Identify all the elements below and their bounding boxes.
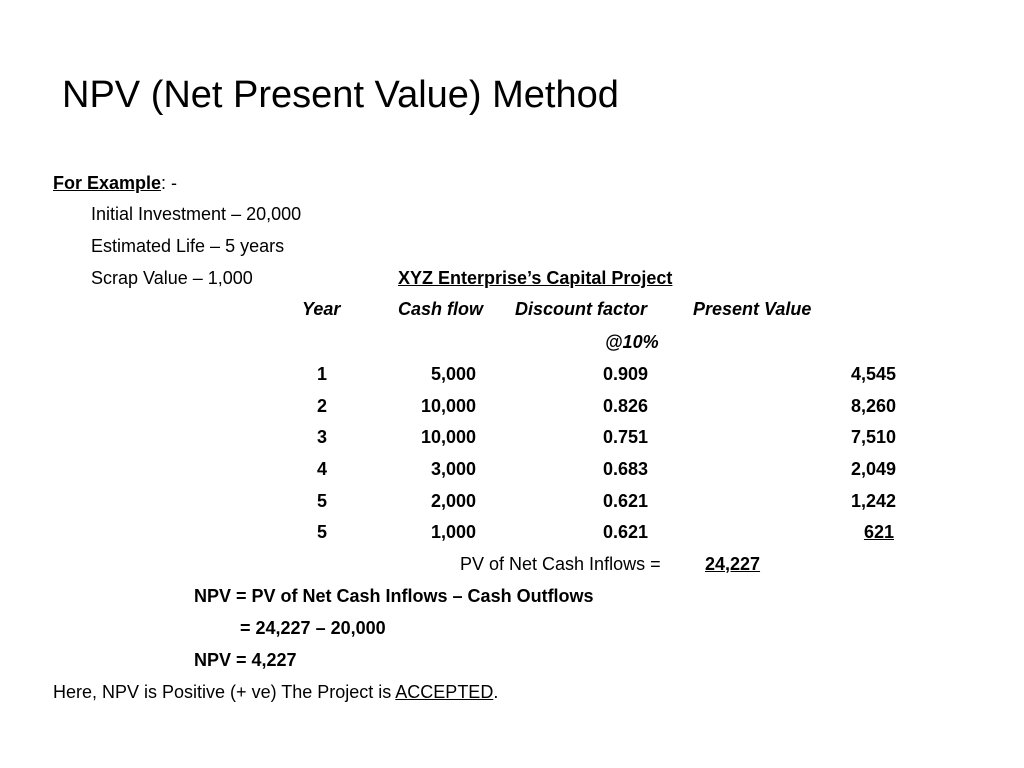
total-value: 24,227 [705,554,761,574]
cell-cash-flow: 10,000 [420,427,476,447]
cell-year: 2 [316,396,327,416]
cell-discount-factor: 0.909 [603,364,649,384]
conclusion-text: Here, NPV is Positive (+ ve) The Project… [53,682,396,702]
npv-calculation: = 24,227 – 20,000 [240,618,386,638]
total-label: PV of Net Cash Inflows = [460,554,661,574]
header-cash-flow: Cash flow [398,299,484,319]
conclusion-end: . [493,682,499,702]
estimated-life: Estimated Life – 5 years [91,236,285,256]
cell-cash-flow: 2,000 [430,491,476,511]
conclusion: Here, NPV is Positive (+ ve) The Project… [53,681,498,703]
header-discount-factor: Discount factor [515,299,648,319]
header-year: Year [302,299,341,319]
cell-present-value: 4,545 [850,364,896,384]
cell-present-value: 2,049 [850,459,896,479]
cell-discount-factor: 0.826 [603,396,649,416]
cell-present-value: 1,242 [850,491,896,511]
cell-cash-flow: 3,000 [430,459,476,479]
decision-text: ACCEPTED [395,682,494,702]
table-caption: XYZ Enterprise’s Capital Project [398,268,673,288]
cell-year: 4 [316,459,327,479]
cell-discount-factor: 0.621 [603,522,649,542]
cell-discount-factor: 0.751 [603,427,649,447]
cell-present-value: 8,260 [850,396,896,416]
scrap-value: Scrap Value – 1,000 [91,268,253,288]
cell-year: 5 [316,491,327,511]
example-suffix: : - [161,173,178,193]
npv-result: NPV = 4,227 [194,650,297,670]
cell-cash-flow: 5,000 [430,364,476,384]
cell-year: 3 [316,427,327,447]
cell-discount-factor: 0.683 [603,459,649,479]
initial-investment: Initial Investment – 20,000 [91,204,302,224]
cell-present-value: 7,510 [850,427,896,447]
cell-present-value: 621 [863,522,894,542]
npv-formula: NPV = PV of Net Cash Inflows – Cash Outf… [194,586,594,606]
example-label: For Example [53,173,162,193]
cell-discount-factor: 0.621 [603,491,649,511]
header-discount-rate: @10% [605,332,659,352]
cell-cash-flow: 10,000 [420,396,476,416]
cell-cash-flow: 1,000 [430,522,476,542]
slide-title: NPV (Net Present Value) Method [62,74,619,116]
cell-year: 1 [316,364,327,384]
example-heading: For Example: - [53,172,177,194]
header-present-value: Present Value [693,299,812,319]
cell-year: 5 [316,522,327,542]
